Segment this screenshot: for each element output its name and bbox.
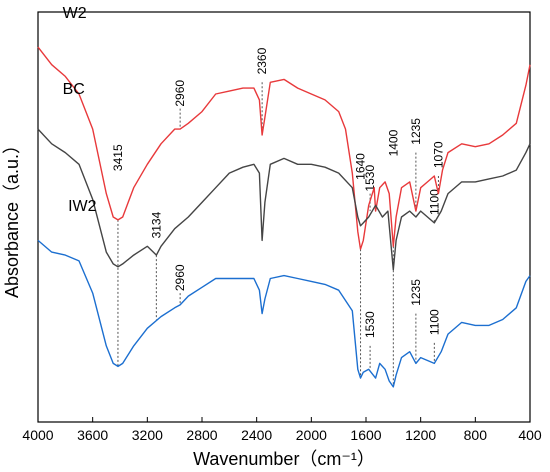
x-tick-label: 1200 <box>405 427 436 443</box>
x-tick-label: 2000 <box>296 427 327 443</box>
series-line-bc <box>37 128 531 271</box>
x-tick-label: 800 <box>464 427 488 443</box>
x-tick-label: 400 <box>518 427 542 443</box>
peak-label: 2360 <box>255 47 269 74</box>
series-line-iw2 <box>37 239 531 388</box>
peak-label: 1640 <box>354 153 368 180</box>
plot-frame <box>37 11 531 423</box>
x-tick-label: 2800 <box>186 427 217 443</box>
peak-label: 1100 <box>427 189 441 215</box>
series-line-w2 <box>37 46 531 250</box>
x-tick-label: 4000 <box>22 427 53 443</box>
peak-label: 1530 <box>363 311 377 338</box>
x-tick-label: 3600 <box>77 427 108 443</box>
x-tick-label: 3200 <box>132 427 163 443</box>
peak-label: 3415 <box>111 144 125 171</box>
series-labels: W2 BC IW2 <box>63 5 97 215</box>
series-label-iw2: IW2 <box>68 198 97 215</box>
series-label-bc: BC <box>63 81 85 98</box>
x-tick-label: 1600 <box>350 427 381 443</box>
peak-label: 1530 <box>363 165 377 192</box>
peak-label: 1235 <box>409 279 423 306</box>
peak-label: 1100 <box>427 309 441 335</box>
peak-label: 3134 <box>149 211 163 238</box>
x-tick-label: 2400 <box>241 427 272 443</box>
series-label-w2: W2 <box>63 5 87 22</box>
series-lines <box>37 46 531 388</box>
peak-label: 1235 <box>409 118 423 145</box>
peak-label: 1400 <box>386 129 400 156</box>
peak-label: 2960 <box>173 80 187 107</box>
peak-label: 1070 <box>431 141 445 168</box>
x-axis-label: Wavenumber（cm⁻¹） <box>193 449 375 469</box>
y-axis-label: Absorbance（a.u.） <box>2 136 22 298</box>
peak-label: 2960 <box>173 264 187 291</box>
x-axis-ticks: 4000 3600 3200 2800 2400 2000 1600 1200 800 400 <box>22 417 542 443</box>
